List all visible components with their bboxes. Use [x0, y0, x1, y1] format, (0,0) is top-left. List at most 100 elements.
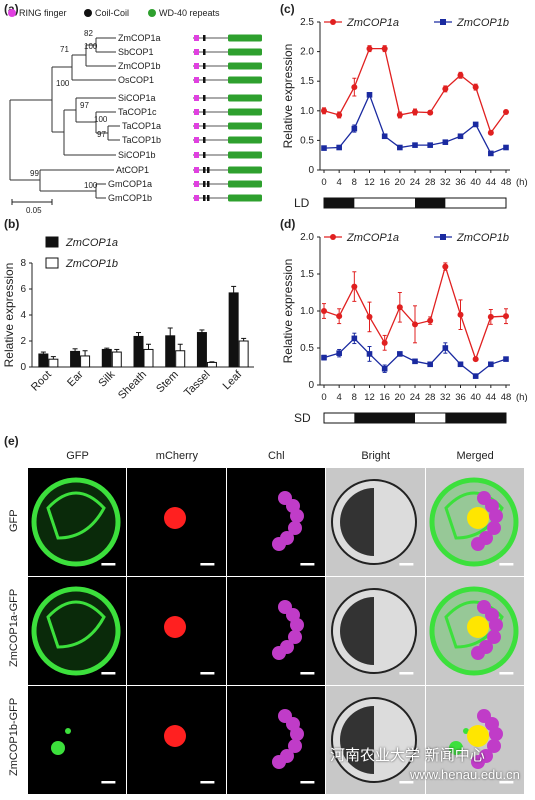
bootstrap-2: 71: [60, 45, 69, 54]
point-ZmCOP1b-8: [351, 335, 358, 342]
bar-ZmCOP1a-Silk: [101, 348, 112, 368]
coil-domain-11-1: [207, 195, 210, 201]
row-label-1: ZmCOP1a-GFP: [8, 588, 20, 667]
bar-ZmCOP1a-Sheath: [133, 335, 144, 368]
coil-domain-9-0: [203, 167, 206, 173]
point-ZmCOP1a-36: [457, 311, 464, 318]
legend-swatch-ZmCOP1b: [45, 257, 59, 269]
nucleus: [466, 507, 489, 529]
chloroplast: [488, 618, 503, 632]
point-ZmCOP1a-12: [366, 45, 373, 52]
series-line-ZmCOP1a: [323, 47, 507, 135]
ring-domain-3: [194, 77, 199, 83]
gfp-spot: [65, 728, 71, 734]
micrograph-drawing: [271, 491, 315, 566]
x-tick-label: 28: [425, 177, 436, 188]
point-ZmCOP1a-16: [381, 339, 388, 346]
micrograph-drawing: [164, 725, 215, 784]
micrograph-drawing: [271, 600, 315, 675]
chloroplast: [470, 755, 485, 769]
micrograph-1-mcherry: [127, 577, 226, 685]
sd-expression-chart: 00.51.01.52.00 4 8 12 16 20 24 28 32 36 40 44 48 (h)R…: [281, 232, 528, 425]
scale-bar: [399, 672, 414, 675]
micrograph-2-bright: [326, 686, 425, 794]
taxon-label-0: ZmCOP1a: [118, 33, 161, 43]
y-tick-label: 0.5: [300, 135, 314, 146]
wd40-domain-11: [228, 194, 262, 202]
panel-e: (e) GFP mCherry Chl Bright Merged GFP ZmCOP1a-…: [0, 430, 535, 800]
watermark-url: www.henau.edu.cn: [410, 767, 520, 782]
ring-domain-5: [194, 109, 199, 115]
x-tick-label-Stem: Stem: [154, 369, 181, 396]
bar-ZmCOP1a-Leaf: [228, 292, 239, 368]
dark-region: [340, 597, 375, 665]
point-ZmCOP1b-20: [397, 144, 403, 151]
ring-domain-11: [194, 195, 199, 201]
legend-label-1: Coil-Coil: [95, 8, 129, 18]
coil-domain-0-0: [203, 35, 206, 41]
x-tick-label: 0: [321, 177, 326, 188]
bootstrap-0: 82: [84, 29, 93, 38]
point-ZmCOP1b-32: [442, 345, 449, 351]
micrograph-0-chl: [226, 468, 326, 576]
coil-domain-10-1: [207, 181, 210, 187]
point-ZmCOP1a-32: [442, 263, 449, 270]
point-ZmCOP1a-8: [351, 84, 358, 91]
point-ZmCOP1b-16: [381, 133, 388, 140]
point-ZmCOP1b-16: [381, 365, 388, 372]
point-ZmCOP1b-40: [472, 373, 479, 379]
micrograph-2-gfp: [28, 686, 127, 794]
micrograph-drawing: [51, 728, 116, 784]
panel-d: (d) 0 0.5 1.0 1.5 2.0 0 4 8 12 16 20 24 28 32 36 40 44 48…: [270, 215, 535, 430]
scale-bar: [200, 781, 215, 784]
coil-domain-4-0: [203, 95, 206, 101]
scale-bar: [399, 563, 414, 566]
taxon-label-3: OsCOP1: [118, 75, 154, 85]
bar-ZmCOP1b-Sheath: [143, 348, 154, 368]
point-ZmCOP1b-40: [472, 121, 479, 128]
coil-domain-1-0: [203, 49, 206, 55]
bar-ZmCOP1a-Ear: [70, 350, 81, 368]
x-tick-label: 28: [425, 392, 436, 403]
point-ZmCOP1a-20: [396, 304, 403, 311]
y-axis-label: Relative expression: [281, 259, 295, 364]
panel-label-b: (b): [4, 217, 20, 231]
point-ZmCOP1b-24: [412, 142, 418, 148]
point-ZmCOP1a-0: [321, 308, 327, 314]
micrograph-2-merged: [425, 686, 524, 794]
point-ZmCOP1b-36: [457, 361, 464, 368]
point-ZmCOP1a-24: [412, 108, 418, 115]
panel-a: (a) RING finger Coil-Coil WD-40 repeats ZmC…: [0, 0, 270, 215]
point-ZmCOP1b-32: [442, 139, 449, 145]
wd40-domain-4: [228, 94, 262, 102]
ring-domain-2: [194, 63, 199, 69]
series-line-ZmCOP1b: [323, 337, 507, 377]
bar-ZmCOP1b-Silk: [111, 351, 122, 368]
scale-bar: [101, 672, 116, 675]
y-tick-label: 2.0: [300, 232, 314, 243]
bootstrap-3: 100: [56, 79, 70, 88]
taxon-label-11: GmCOP1b: [108, 193, 152, 203]
point-ZmCOP1b-48: [503, 356, 509, 362]
point-ZmCOP1a-36: [457, 72, 464, 79]
micrograph-2-chl: [226, 686, 326, 794]
x-tick-label: 4: [337, 392, 342, 403]
nucleus: [466, 616, 489, 638]
taxon-label-7: TaCOP1b: [122, 135, 161, 145]
wd40-domain-1: [228, 48, 262, 56]
micrograph-drawing: [331, 697, 418, 784]
scale-bar: [498, 781, 513, 784]
x-unit-label: (h): [516, 392, 528, 403]
ring-domain-1: [194, 49, 199, 55]
bootstrap-1: 100: [84, 42, 98, 51]
y-tick-label: 2: [20, 336, 26, 347]
micrograph-1-merged: [425, 577, 524, 685]
watermark-cn: 河南农业大学 新闻中心: [330, 746, 485, 764]
micrograph-drawing: [271, 709, 315, 784]
point-ZmCOP1a-40: [472, 356, 479, 363]
micrograph-drawing: [31, 586, 121, 676]
y-tick-label: 6: [20, 284, 26, 295]
point-ZmCOP1b-4: [336, 144, 342, 151]
x-tick-label: 0: [321, 392, 326, 403]
micrograph-1-bright: [326, 577, 425, 685]
